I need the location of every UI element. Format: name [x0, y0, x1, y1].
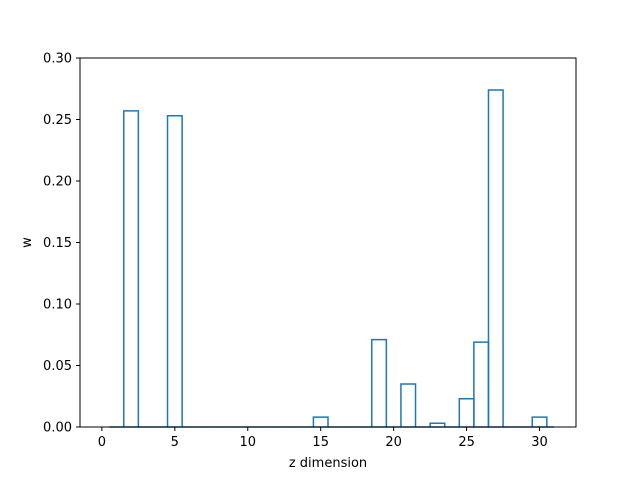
y-tick-label: 0.05 [43, 359, 72, 374]
y-axis-label: w [20, 237, 35, 248]
x-tick-label: 10 [239, 435, 256, 450]
x-tick-label: 0 [98, 435, 106, 450]
x-axis-label: z dimension [289, 456, 367, 471]
x-tick-label: 20 [385, 435, 402, 450]
y-tick-label: 0.30 [43, 52, 72, 67]
x-tick-label: 5 [171, 435, 179, 450]
x-tick-label: 30 [531, 435, 548, 450]
y-tick-label: 0.15 [43, 236, 72, 251]
y-tick-label: 0.20 [43, 175, 72, 190]
y-tick-label: 0.00 [43, 421, 72, 436]
x-axis-ticks: 0 5 10 15 20 25 30 [98, 427, 548, 450]
y-tick-label: 0.25 [43, 113, 72, 128]
y-axis-ticks: 0.00 0.05 0.10 0.15 0.20 0.25 0.30 [43, 52, 80, 436]
x-tick-label: 15 [312, 435, 329, 450]
y-tick-label: 0.10 [43, 298, 72, 313]
x-tick-label: 25 [458, 435, 475, 450]
